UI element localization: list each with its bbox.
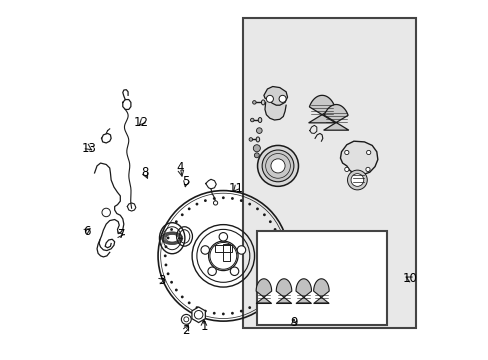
Circle shape <box>257 145 298 186</box>
Circle shape <box>164 246 167 248</box>
Circle shape <box>230 197 233 200</box>
Circle shape <box>170 281 173 284</box>
Bar <box>242 18 415 328</box>
Circle shape <box>254 153 259 158</box>
Circle shape <box>344 150 348 154</box>
Circle shape <box>194 311 203 319</box>
Circle shape <box>262 150 293 182</box>
Circle shape <box>187 301 190 304</box>
Polygon shape <box>323 104 348 130</box>
Circle shape <box>256 301 258 304</box>
Circle shape <box>279 264 282 266</box>
Circle shape <box>164 264 167 266</box>
Text: 3: 3 <box>158 274 165 287</box>
Circle shape <box>203 199 206 202</box>
Circle shape <box>183 317 188 322</box>
Text: 2: 2 <box>182 324 189 337</box>
Polygon shape <box>256 279 271 303</box>
Circle shape <box>252 100 256 104</box>
Circle shape <box>166 273 169 275</box>
Circle shape <box>203 310 206 312</box>
Text: 7: 7 <box>118 228 125 241</box>
Circle shape <box>187 207 190 210</box>
Circle shape <box>256 128 262 134</box>
Bar <box>256 231 386 325</box>
Circle shape <box>277 273 280 275</box>
Polygon shape <box>264 86 287 105</box>
Circle shape <box>270 159 285 173</box>
Polygon shape <box>308 95 335 123</box>
Circle shape <box>237 246 245 254</box>
Circle shape <box>181 314 191 324</box>
Circle shape <box>248 306 251 309</box>
Circle shape <box>213 201 217 205</box>
Circle shape <box>195 306 198 309</box>
Text: 10: 10 <box>401 272 416 285</box>
Circle shape <box>219 233 227 241</box>
Circle shape <box>277 237 280 239</box>
Circle shape <box>175 220 177 223</box>
Circle shape <box>365 167 369 171</box>
Text: 9: 9 <box>289 316 297 329</box>
Circle shape <box>268 220 271 223</box>
Circle shape <box>347 170 366 190</box>
Text: 13: 13 <box>81 142 97 155</box>
Circle shape <box>102 208 110 217</box>
Circle shape <box>240 310 242 312</box>
Circle shape <box>263 213 265 216</box>
Circle shape <box>273 228 276 231</box>
Circle shape <box>280 255 282 257</box>
Text: 8: 8 <box>141 166 148 179</box>
Text: 11: 11 <box>228 182 243 195</box>
Text: 12: 12 <box>134 116 149 129</box>
Circle shape <box>253 145 260 152</box>
Bar <box>214 245 232 252</box>
Circle shape <box>266 95 273 102</box>
Circle shape <box>175 289 177 291</box>
Polygon shape <box>313 279 328 303</box>
Circle shape <box>170 228 173 231</box>
Polygon shape <box>264 86 287 120</box>
Text: 4: 4 <box>176 161 183 174</box>
Circle shape <box>230 267 238 275</box>
Circle shape <box>350 174 363 186</box>
Circle shape <box>263 296 265 298</box>
Circle shape <box>207 267 216 275</box>
Circle shape <box>273 281 276 284</box>
Polygon shape <box>191 307 205 323</box>
Circle shape <box>279 95 285 102</box>
Circle shape <box>268 289 271 291</box>
Circle shape <box>212 197 215 200</box>
Circle shape <box>201 246 209 254</box>
Circle shape <box>208 241 238 271</box>
Polygon shape <box>295 279 311 303</box>
Circle shape <box>195 203 198 206</box>
Circle shape <box>163 255 166 257</box>
Ellipse shape <box>256 137 259 142</box>
Ellipse shape <box>258 118 261 122</box>
Circle shape <box>222 312 224 315</box>
Circle shape <box>181 296 183 298</box>
Circle shape <box>181 213 183 216</box>
Circle shape <box>166 237 169 239</box>
Polygon shape <box>276 279 291 303</box>
Text: 5: 5 <box>182 175 189 188</box>
Circle shape <box>256 207 258 210</box>
Text: 1: 1 <box>200 320 207 333</box>
Circle shape <box>344 167 348 171</box>
Circle shape <box>240 199 242 202</box>
Circle shape <box>222 196 224 199</box>
Circle shape <box>279 246 282 248</box>
Circle shape <box>212 312 215 315</box>
Circle shape <box>248 203 251 206</box>
Text: 6: 6 <box>82 225 90 238</box>
Circle shape <box>248 138 252 141</box>
Circle shape <box>250 118 253 122</box>
Polygon shape <box>340 141 377 175</box>
Circle shape <box>230 312 233 315</box>
Bar <box>223 243 230 261</box>
Ellipse shape <box>261 100 264 105</box>
Circle shape <box>366 150 370 154</box>
